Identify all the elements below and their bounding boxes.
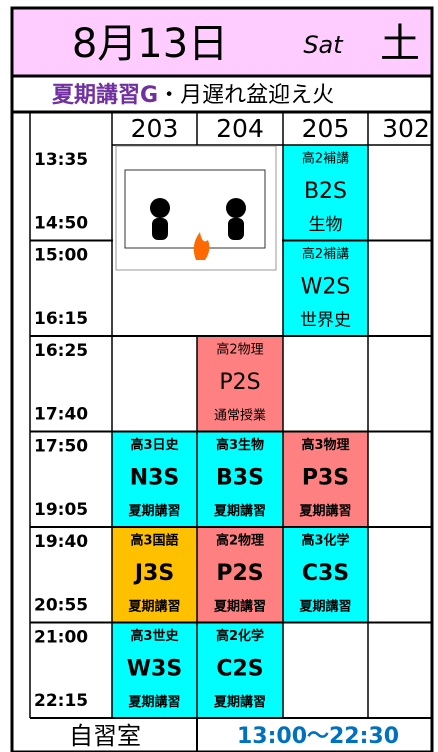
class-bottom: 夏期講習 bbox=[298, 599, 351, 615]
class-code: P3S bbox=[302, 466, 349, 491]
start-time: 21:00 bbox=[34, 628, 88, 648]
class-code: C3S bbox=[302, 561, 349, 586]
class-top: 高2補講 bbox=[302, 246, 349, 262]
class-bottom: 生物 bbox=[309, 215, 343, 235]
class-bottom: 夏期講習 bbox=[127, 694, 180, 710]
class-top: 高3世史 bbox=[130, 628, 179, 644]
end-time: 14:50 bbox=[34, 214, 88, 234]
class-bottom: 夏期講習 bbox=[213, 694, 266, 710]
class-top: 高3国語 bbox=[130, 533, 178, 549]
class-code: W3S bbox=[127, 657, 182, 682]
day-en: Sat bbox=[303, 31, 344, 59]
class-bottom: 夏期講習 bbox=[213, 503, 266, 519]
class-top: 高3化学 bbox=[301, 533, 349, 549]
illustration-fire bbox=[193, 232, 210, 260]
subtitle-bg bbox=[10, 74, 434, 114]
class-cell bbox=[197, 431, 283, 527]
illustration-person bbox=[152, 218, 168, 240]
start-time: 13:35 bbox=[34, 150, 88, 170]
class-bottom: 通常授業 bbox=[214, 408, 266, 424]
class-top: 高2補講 bbox=[302, 151, 349, 167]
day-jp: 土 bbox=[380, 21, 420, 67]
class-code: N3S bbox=[130, 466, 180, 491]
room-label: 302 bbox=[382, 114, 430, 143]
illustration-person bbox=[150, 198, 170, 218]
illustration-person bbox=[228, 218, 244, 240]
class-cell bbox=[197, 527, 283, 623]
class-code: P2S bbox=[219, 370, 260, 395]
end-time: 17:40 bbox=[34, 405, 88, 425]
class-bottom: 夏期講習 bbox=[298, 503, 351, 519]
class-code: B2S bbox=[304, 179, 347, 204]
class-cell bbox=[112, 431, 197, 527]
subtitle-highlight: 夏期講習G bbox=[52, 82, 158, 108]
room-label: 203 bbox=[131, 114, 179, 143]
end-time: 22:15 bbox=[34, 691, 88, 711]
class-code: J3S bbox=[133, 561, 174, 586]
class-cell bbox=[197, 336, 283, 432]
start-time: 16:25 bbox=[34, 341, 88, 361]
class-cell bbox=[112, 622, 197, 718]
class-cell bbox=[197, 622, 283, 718]
subtitle-rest: ・月遅れ盆迎え火 bbox=[158, 83, 334, 108]
room-label: 205 bbox=[302, 114, 350, 143]
class-bottom: 世界史 bbox=[300, 311, 351, 331]
date: 8月13日 bbox=[72, 21, 228, 67]
class-top: 高3生物 bbox=[216, 437, 264, 453]
start-time: 17:50 bbox=[34, 437, 88, 457]
class-code: W2S bbox=[301, 275, 351, 300]
start-time: 19:40 bbox=[34, 532, 88, 552]
footer-label: 自習室 bbox=[69, 722, 141, 750]
class-code: C2S bbox=[216, 657, 263, 682]
end-time: 19:05 bbox=[34, 500, 88, 520]
class-top: 高2物理 bbox=[216, 533, 264, 549]
class-cell bbox=[283, 527, 368, 623]
class-cell bbox=[283, 431, 368, 527]
class-cell bbox=[283, 145, 368, 241]
class-top: 高2化学 bbox=[216, 628, 264, 644]
footer-hours: 13:00〜22:30 bbox=[237, 724, 399, 749]
header-bg bbox=[10, 6, 434, 78]
class-bottom: 夏期講習 bbox=[127, 599, 180, 615]
class-top: 高2物理 bbox=[216, 342, 263, 358]
class-bottom: 夏期講習 bbox=[213, 599, 266, 615]
start-time: 15:00 bbox=[34, 246, 88, 266]
subtitle: 夏期講習G・月遅れ盆迎え火 bbox=[52, 82, 334, 108]
room-label: 204 bbox=[216, 114, 264, 143]
class-top: 高3日史 bbox=[130, 437, 179, 453]
end-time: 20:55 bbox=[34, 596, 88, 616]
class-cell bbox=[283, 240, 368, 336]
illustration-person bbox=[226, 198, 246, 218]
class-code: P2S bbox=[216, 561, 263, 586]
class-bottom: 夏期講習 bbox=[127, 503, 180, 519]
class-top: 高3物理 bbox=[301, 437, 349, 453]
end-time: 16:15 bbox=[34, 309, 88, 329]
class-code: B3S bbox=[216, 466, 264, 491]
class-cell bbox=[112, 527, 197, 623]
